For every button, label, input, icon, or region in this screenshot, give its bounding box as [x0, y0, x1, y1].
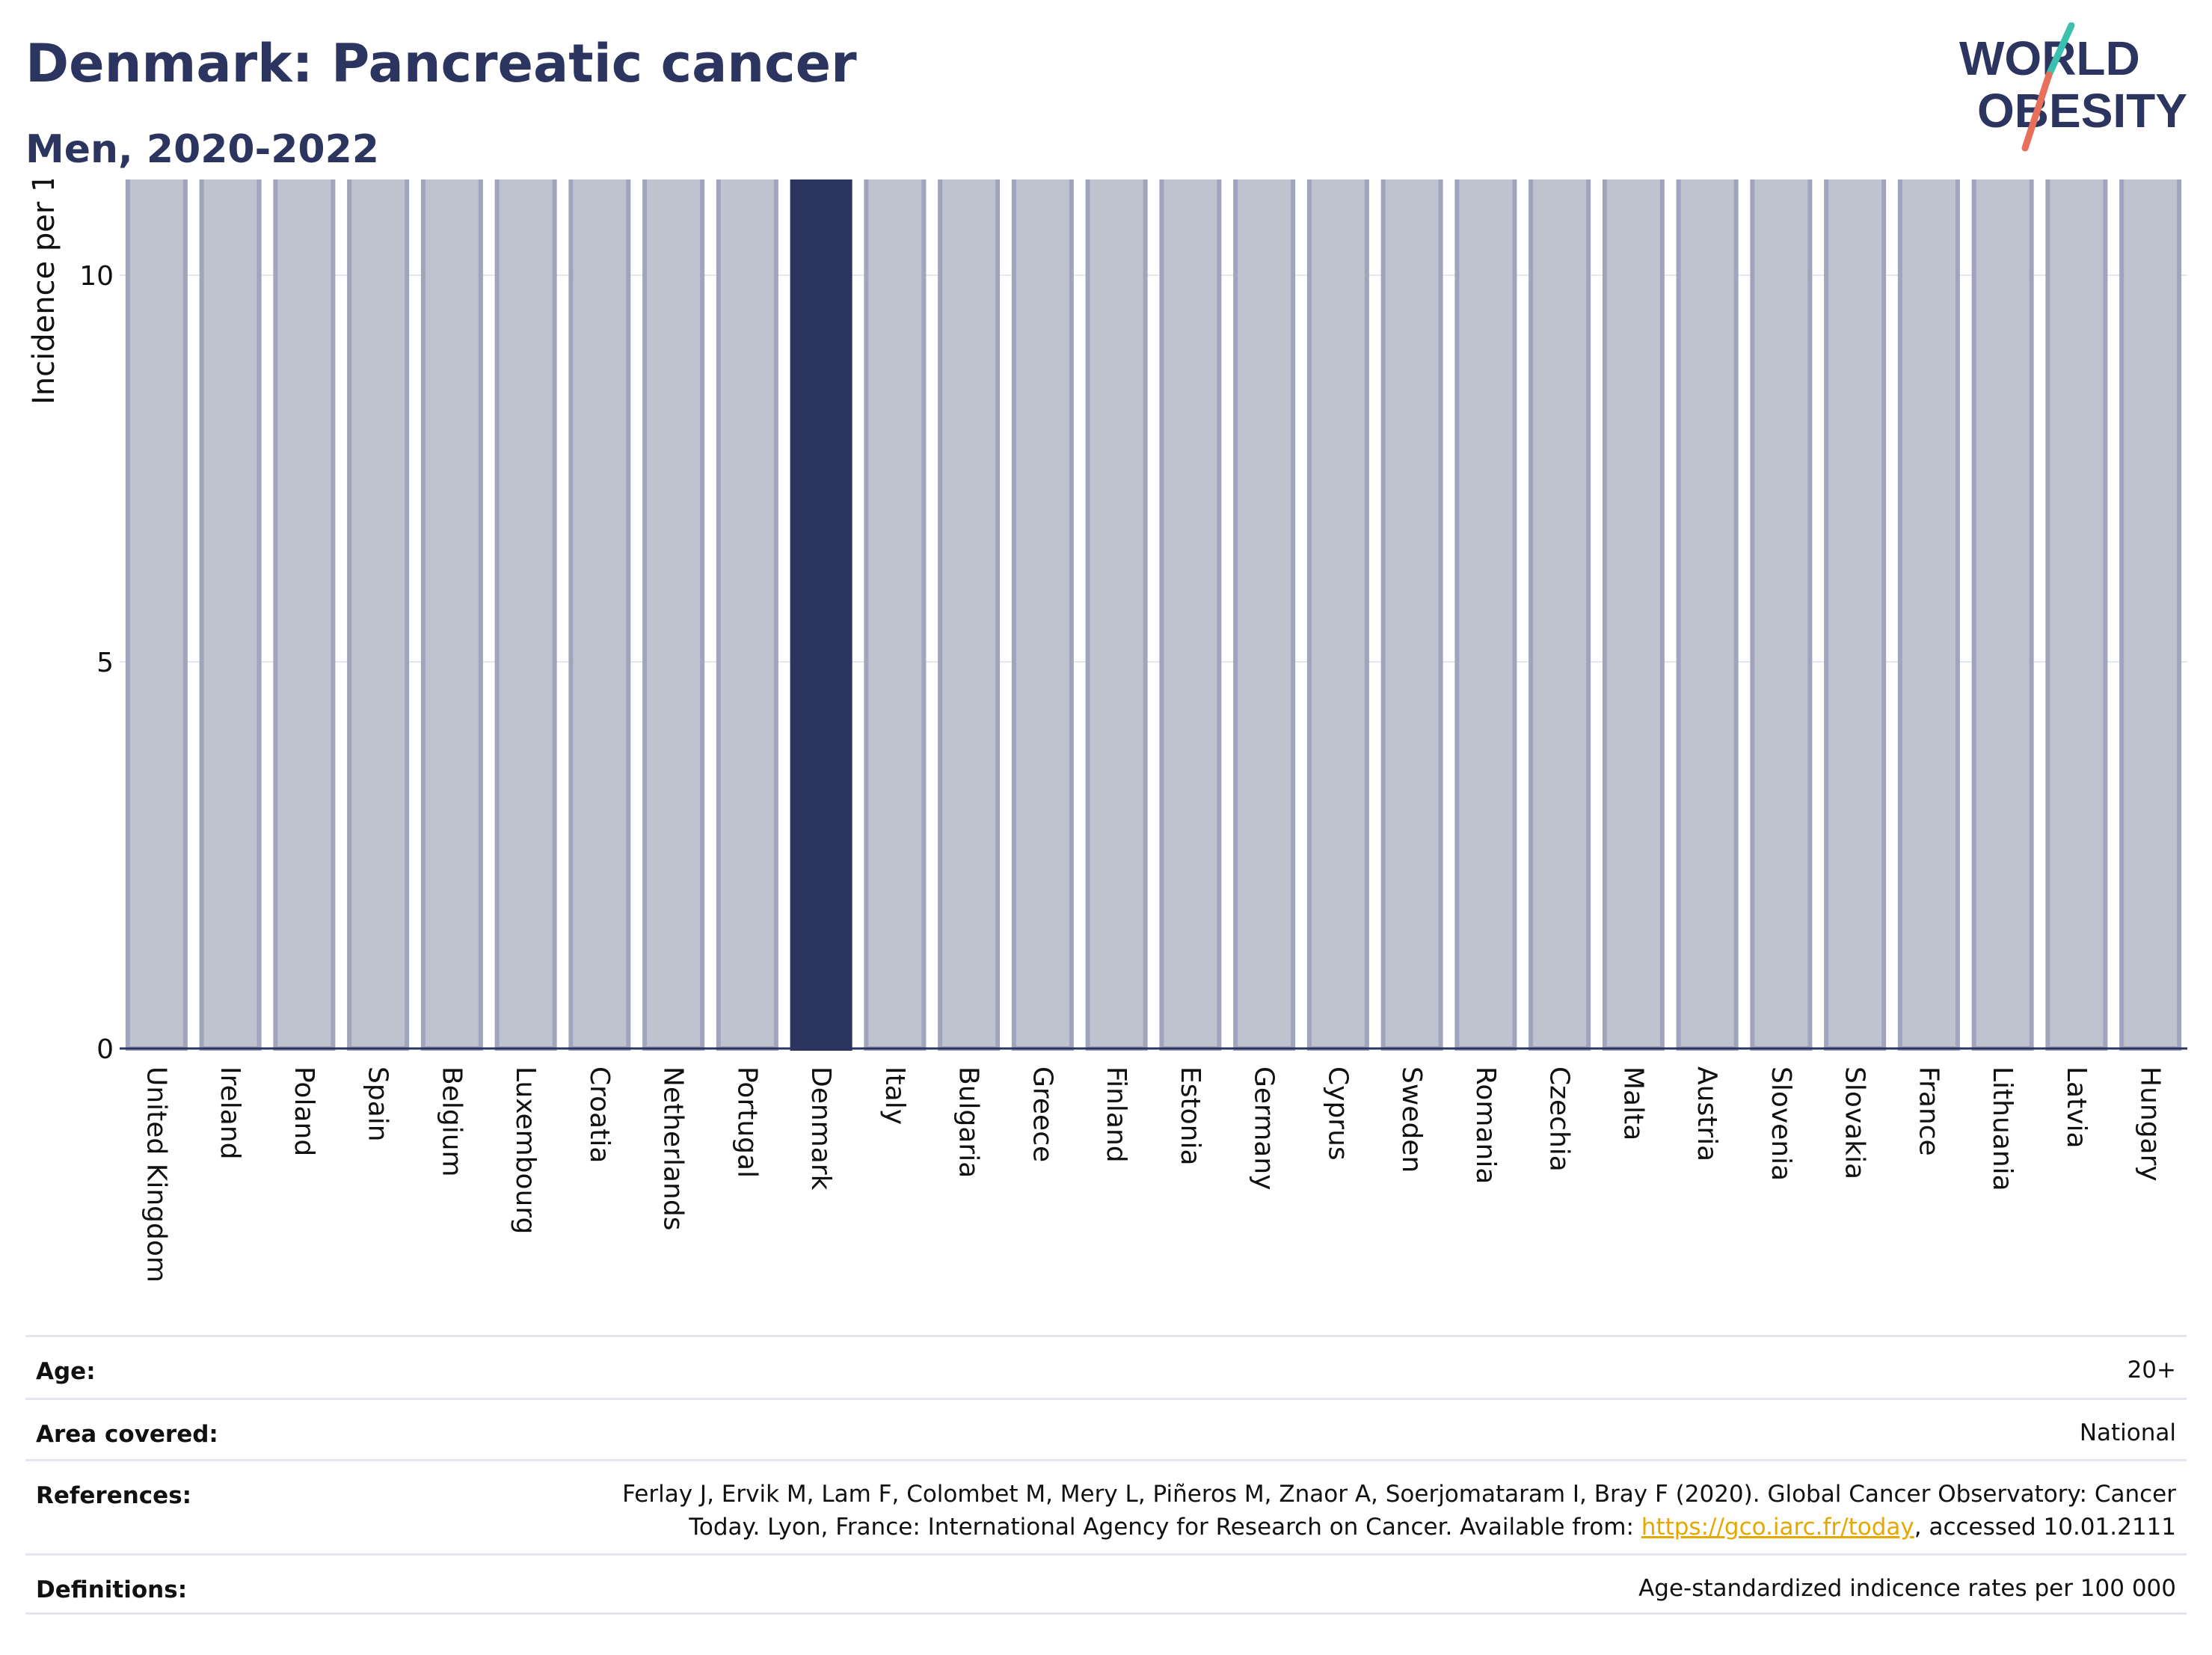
x-tick-label: Slovakia — [1840, 1066, 1870, 1179]
x-tick-label: Czechia — [1544, 1066, 1575, 1172]
bar-finland — [1085, 179, 1148, 1051]
references-label: References: — [36, 1482, 192, 1509]
references-line1: Ferlay J, Ervik M, Lam F, Colombet M, Me… — [622, 1481, 2176, 1508]
bar-bulgaria — [938, 179, 1001, 1051]
x-tick-label: Portugal — [731, 1066, 762, 1178]
bar-luxembourg — [494, 179, 557, 1051]
x-tick-label: Croatia — [584, 1066, 615, 1163]
bars — [125, 179, 2182, 1051]
age-value: 20+ — [2127, 1357, 2176, 1384]
logo-slash-coral — [2021, 71, 2053, 152]
x-tick-label: Slovenia — [1766, 1066, 1796, 1181]
x-tick-labels: United Kingdom Ireland Poland Spain Belgium L… — [141, 1066, 2165, 1283]
references-value: Ferlay J, Ervik M, Lam F, Colombet M, Me… — [622, 1478, 2176, 1544]
bar-ireland — [199, 179, 262, 1051]
bar-croatia — [568, 179, 631, 1051]
bar-italy — [864, 179, 927, 1051]
x-tick-label: Poland — [289, 1066, 319, 1156]
x-tick-label: Austria — [1692, 1066, 1722, 1161]
x-tick-label: Malta — [1617, 1066, 1648, 1140]
bar-greece — [1011, 179, 1074, 1051]
references-link[interactable]: https://gco.iarc.fr/today — [1641, 1514, 1914, 1541]
bar-czechia — [1529, 179, 1591, 1051]
bar-denmark — [790, 179, 852, 1051]
bar-latvia — [2045, 179, 2108, 1051]
x-tick-label: Italy — [879, 1066, 910, 1125]
logo-slash-teal — [2045, 22, 2075, 79]
x-tick-label: Netherlands — [658, 1066, 689, 1230]
y-tick-label: 5 — [96, 648, 114, 678]
bar-chart: 05101520 United KingdomIrelandPolandSpai… — [27, 179, 2187, 1283]
references-line2-pre: Today. Lyon, France: International Agenc… — [689, 1514, 1641, 1541]
x-tick-label: Greece — [1027, 1066, 1057, 1162]
bar-portugal — [716, 179, 778, 1051]
bar-austria — [1676, 179, 1739, 1051]
bar-lithuania — [1971, 179, 2034, 1051]
bar-spain — [347, 179, 410, 1051]
x-tick-label: Cyprus — [1322, 1066, 1353, 1161]
bar-malta — [1602, 179, 1665, 1051]
x-tick-label: United Kingdom — [141, 1066, 171, 1283]
x-tick-label: Sweden — [1396, 1066, 1427, 1173]
x-tick-label: Germany — [1249, 1066, 1279, 1190]
area-value: National — [2079, 1419, 2176, 1446]
x-tick-label: Romania — [1470, 1066, 1501, 1184]
x-tick-label: Latvia — [2061, 1066, 2092, 1149]
bar-sweden — [1380, 179, 1443, 1051]
bar-slovakia — [1824, 179, 1887, 1051]
bar-netherlands — [642, 179, 705, 1051]
age-label: Age: — [36, 1358, 96, 1385]
references-line2-post: , accessed 10.01.2111 — [1914, 1514, 2176, 1541]
x-tick-label: France — [1913, 1066, 1944, 1156]
bar-romania — [1454, 179, 1517, 1051]
y-axis-label: Incidence per 100,000 — [27, 179, 61, 405]
chart-title: Denmark: Pancreatic cancer — [25, 33, 857, 94]
y-tick-labels: 05101520 — [79, 261, 114, 1065]
bar-hungary — [2119, 179, 2182, 1051]
meta-row-definitions: Definitions: Age-standardized indicence … — [25, 1553, 2187, 1615]
meta-row-area: Area covered: National — [25, 1398, 2187, 1459]
x-tick-label: Ireland — [215, 1066, 245, 1160]
x-tick-label: Lithuania — [1987, 1066, 2018, 1191]
y-tick-label: 0 — [96, 1034, 114, 1065]
x-tick-label: Luxembourg — [510, 1066, 541, 1234]
bar-estonia — [1159, 179, 1222, 1051]
bar-slovenia — [1750, 179, 1813, 1051]
x-tick-label: Bulgaria — [953, 1066, 984, 1178]
x-tick-label: Hungary — [2135, 1066, 2166, 1182]
bar-germany — [1233, 179, 1296, 1051]
meta-row-references: References: Ferlay J, Ervik M, Lam F, Co… — [25, 1459, 2187, 1553]
chart-subtitle: Men, 2020-2022 — [25, 127, 379, 172]
definitions-label: Definitions: — [36, 1576, 188, 1603]
area-label: Area covered: — [36, 1421, 218, 1448]
metadata-table: Age: 20+ Area covered: National Referenc… — [25, 1335, 2187, 1615]
x-tick-label: Belgium — [436, 1066, 467, 1177]
logo-text-obesity: OBESITY — [1977, 84, 2187, 138]
world-obesity-logo: WORLD OBESITY — [1959, 22, 2187, 152]
bar-france — [1897, 179, 1960, 1051]
bar-poland — [273, 179, 336, 1051]
bar-belgium — [420, 179, 483, 1051]
x-tick-label: Denmark — [805, 1066, 836, 1191]
y-tick-label: 10 — [79, 261, 114, 292]
bar-cyprus — [1306, 179, 1369, 1051]
definitions-value: Age-standardized indicence rates per 100… — [1638, 1575, 2176, 1602]
meta-row-age: Age: 20+ — [25, 1335, 2187, 1398]
bar-united-kingdom — [125, 179, 188, 1051]
x-tick-label: Finland — [1101, 1066, 1131, 1163]
x-tick-label: Spain — [363, 1066, 393, 1142]
x-tick-label: Estonia — [1175, 1066, 1205, 1166]
